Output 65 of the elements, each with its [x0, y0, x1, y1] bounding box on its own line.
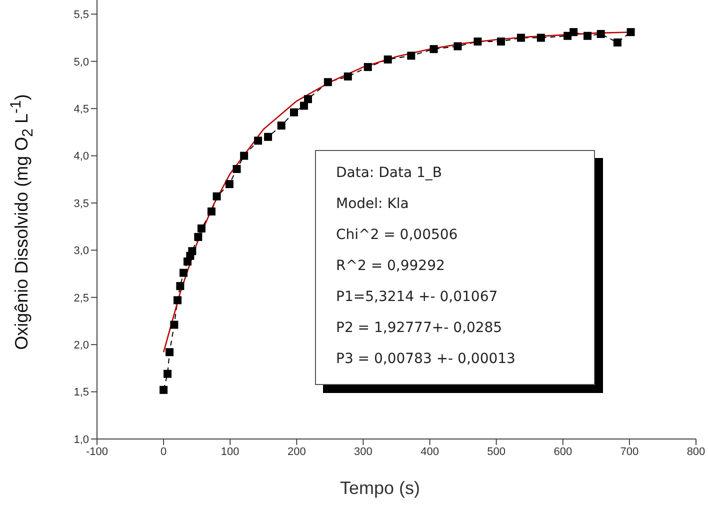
- point: [254, 136, 262, 145]
- y-tick-label: 4,5: [74, 103, 89, 116]
- y-tick-label: 3,0: [74, 245, 89, 258]
- annotation: Model: Kla: [336, 196, 410, 214]
- x-tick-label: -100: [86, 446, 108, 458]
- point: [300, 102, 308, 110]
- annotation: Chi^2 = 0,00506: [336, 227, 459, 245]
- point: [454, 42, 462, 50]
- x-tick-label: 800: [686, 446, 706, 458]
- point: [430, 45, 438, 54]
- point: [176, 282, 184, 290]
- y-tick-label: 5,5: [74, 9, 89, 22]
- x-tick-label: 100: [220, 446, 240, 458]
- point: [290, 108, 298, 116]
- point: [180, 268, 188, 277]
- point: [384, 55, 392, 64]
- y-tick-label: 2,0: [74, 339, 89, 352]
- point: [188, 247, 196, 256]
- x-tick-label: 400: [420, 446, 439, 458]
- x-tick-label: 0: [160, 446, 167, 458]
- point: [197, 224, 206, 232]
- point: [516, 34, 525, 42]
- y-tick-label: 1,0: [74, 434, 89, 446]
- x-tick-label: 200: [287, 446, 306, 458]
- point: [596, 30, 605, 38]
- annotation: P1=5,3214 +- 0,01067: [336, 289, 499, 307]
- point: [170, 320, 178, 329]
- annotation: R^2 = 0,99292: [336, 258, 446, 276]
- point: [584, 32, 592, 40]
- point: [212, 192, 221, 200]
- point: [536, 34, 545, 42]
- y-tick-label: 2,5: [74, 292, 89, 304]
- annotation: Data: Data 1_B: [336, 165, 443, 183]
- point: [264, 132, 272, 141]
- point: [240, 152, 248, 160]
- point: [277, 122, 286, 130]
- annotation: P3 = 0,00783 +- 0,00013: [336, 351, 516, 369]
- x-tick-label: 500: [487, 446, 506, 458]
- y-tick-label: 1,5: [74, 386, 89, 399]
- point: [174, 296, 182, 304]
- x-axis-title: Tempo (s): [340, 478, 420, 499]
- y-tick-label: 5,0: [74, 56, 89, 68]
- point: [225, 180, 234, 188]
- point: [570, 28, 578, 36]
- point: [160, 386, 168, 394]
- point: [194, 232, 202, 241]
- point: [496, 38, 505, 46]
- point: [232, 164, 241, 173]
- point: [324, 78, 332, 86]
- point: [207, 207, 216, 216]
- point: [344, 72, 352, 80]
- x-tick-label: 700: [620, 446, 639, 458]
- point: [164, 370, 172, 378]
- point: [474, 38, 482, 46]
- point: [613, 38, 622, 46]
- point: [364, 63, 372, 72]
- y-tick-label: 3,5: [74, 198, 89, 210]
- point: [407, 52, 416, 60]
- point: [166, 348, 174, 356]
- annotation: P2 = 1,92777+- 0,0285: [336, 320, 504, 338]
- y-tick-label: 4,0: [74, 150, 89, 163]
- point: [626, 28, 635, 36]
- x-tick-label: 300: [354, 446, 372, 458]
- point: [304, 95, 312, 104]
- x-tick-label: 600: [554, 446, 572, 458]
